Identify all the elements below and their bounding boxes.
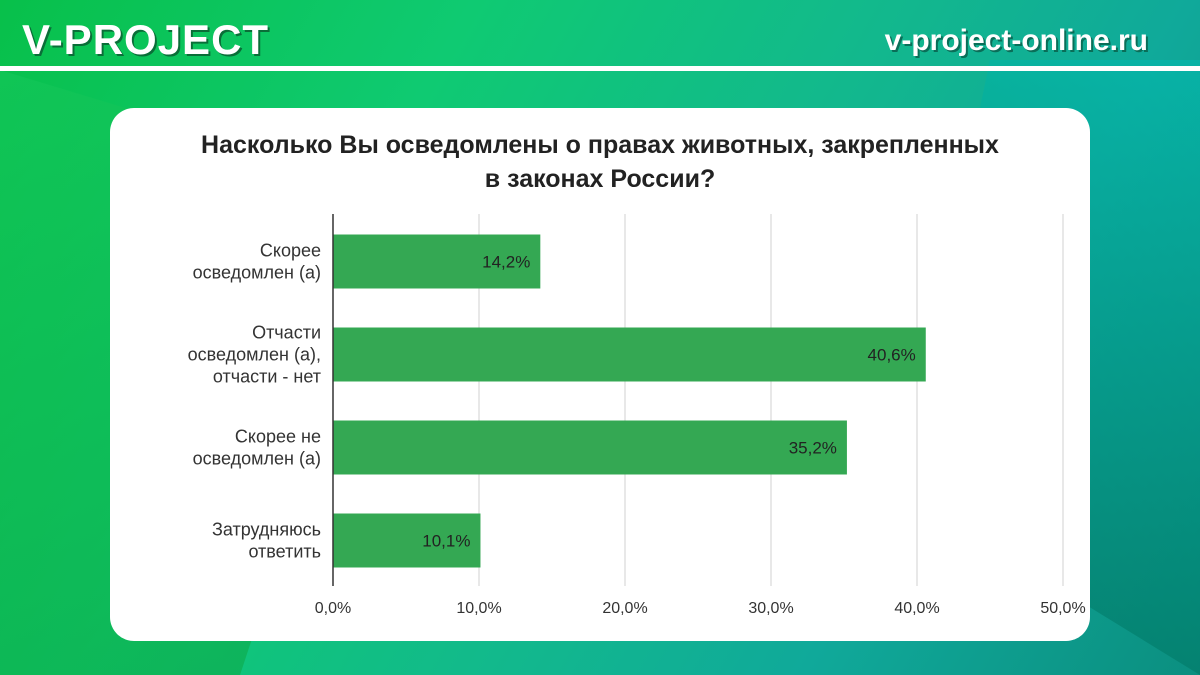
tick-label: 20,0% bbox=[602, 600, 647, 617]
chart-title: Насколько Вы осведомлены о правах животн… bbox=[110, 128, 1090, 196]
data-label: 35,2% bbox=[789, 439, 837, 458]
bar bbox=[333, 327, 926, 382]
tick-label: 30,0% bbox=[748, 600, 793, 617]
tick-label: 0,0% bbox=[315, 600, 351, 617]
bar-chart: 0,0% 10,0% 20,0% 30,0% 40,0% 50,0% 14,2% Скорее… bbox=[188, 214, 1086, 617]
data-label: 10,1% bbox=[422, 532, 470, 551]
category-label: осведомлен (а), bbox=[188, 345, 321, 365]
category-label: Отчасти bbox=[252, 323, 321, 343]
brand-logo: V-PROJECT bbox=[22, 16, 270, 63]
chart-title-line: Насколько Вы осведомлены о правах животн… bbox=[201, 131, 999, 159]
bar bbox=[333, 420, 847, 475]
category-label: Скорее не bbox=[235, 427, 321, 447]
bar bbox=[333, 513, 481, 568]
tick-label: 50,0% bbox=[1040, 600, 1085, 617]
tick-label: 40,0% bbox=[894, 600, 939, 617]
category-label: Скорее bbox=[260, 241, 321, 261]
data-label: 40,6% bbox=[868, 346, 916, 365]
bar bbox=[333, 234, 541, 289]
chart-title-line: в законах России? bbox=[484, 165, 716, 193]
data-label: 14,2% bbox=[482, 253, 530, 272]
tick-label: 10,0% bbox=[456, 600, 501, 617]
chart-card: Насколько Вы осведомлены о правах животн… bbox=[110, 108, 1090, 641]
category-label: осведомлен (а) bbox=[193, 263, 321, 283]
category-label: осведомлен (а) bbox=[193, 449, 321, 469]
site-url: v-project-online.ru bbox=[884, 24, 1148, 57]
category-label: Затрудняюсь bbox=[212, 520, 321, 540]
category-label: отчасти - нет bbox=[213, 367, 321, 387]
header-divider bbox=[0, 66, 1200, 71]
category-label: ответить bbox=[248, 542, 321, 562]
